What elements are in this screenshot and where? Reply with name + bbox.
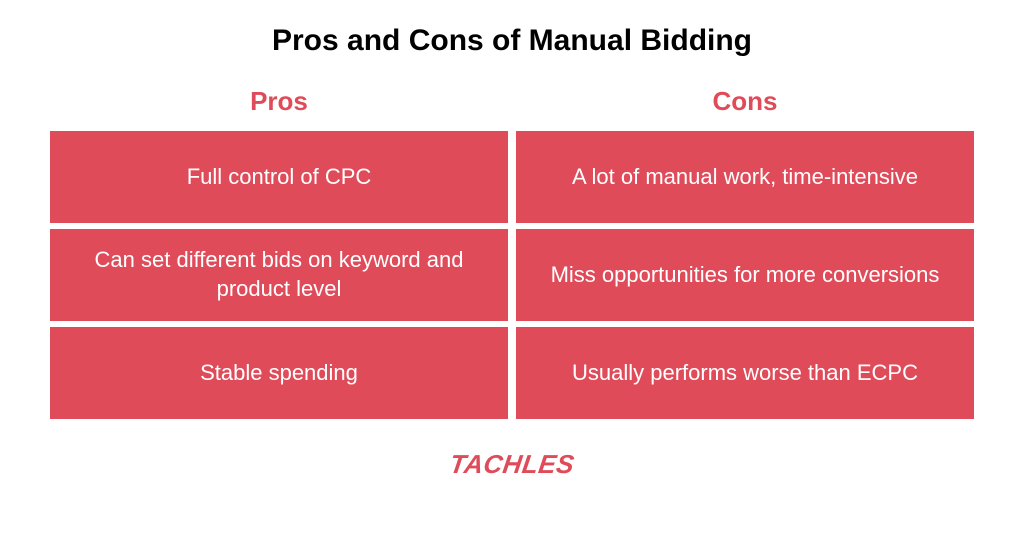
cons-cell: Usually performs worse than ECPC [516, 327, 974, 419]
cons-cell: Miss opportunities for more conversions [516, 229, 974, 321]
pros-cell: Stable spending [50, 327, 508, 419]
pros-cell: Can set different bids on keyword and pr… [50, 229, 508, 321]
pros-column: Full control of CPC Can set different bi… [50, 131, 508, 419]
column-headers: Pros Cons [50, 80, 974, 123]
cons-header: Cons [516, 80, 974, 123]
pros-header: Pros [50, 80, 508, 123]
cons-column: A lot of manual work, time-intensive Mis… [516, 131, 974, 419]
cons-cell: A lot of manual work, time-intensive [516, 131, 974, 223]
comparison-table: Full control of CPC Can set different bi… [50, 131, 974, 419]
pros-cell: Full control of CPC [50, 131, 508, 223]
page-title: Pros and Cons of Manual Bidding [272, 24, 752, 58]
brand-logo: TACHLES [448, 449, 577, 480]
